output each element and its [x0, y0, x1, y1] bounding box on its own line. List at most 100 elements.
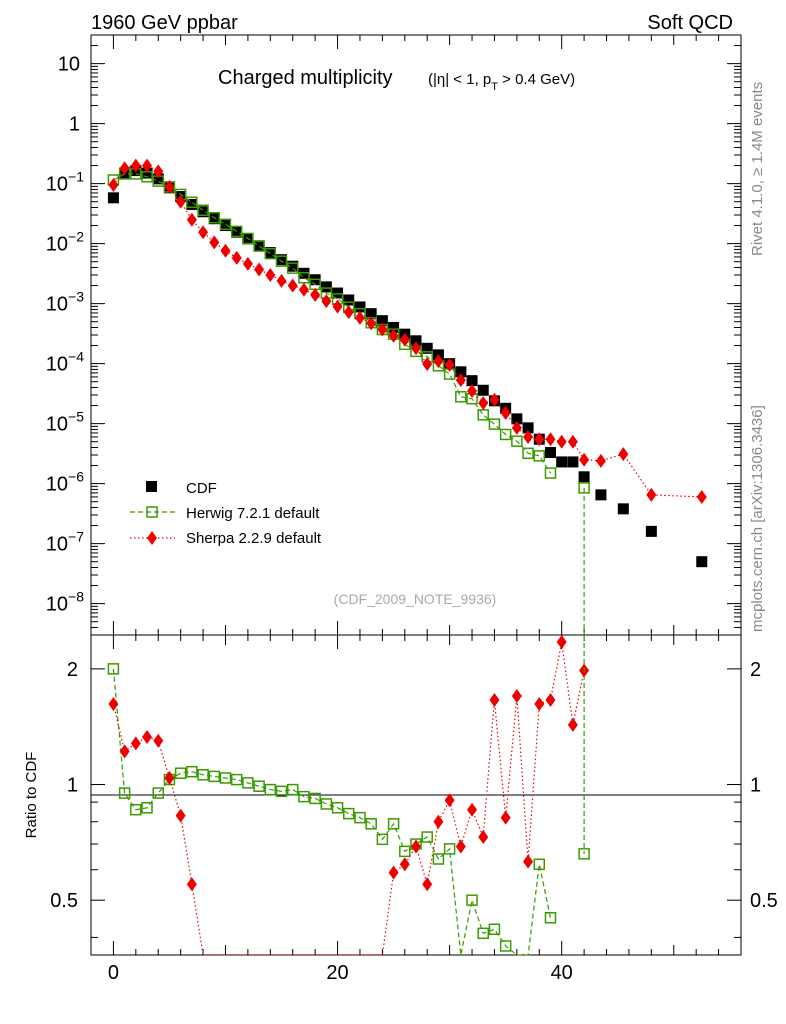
tick-base: 10	[46, 534, 68, 556]
data-point	[388, 328, 399, 343]
data-point	[617, 503, 629, 515]
legend-herwig-label: Herwig 7.2.1 default	[186, 505, 320, 522]
data-point	[186, 198, 198, 210]
ratio-point	[534, 697, 545, 712]
ratio-point	[432, 853, 445, 865]
ratio-point	[387, 818, 400, 830]
ratio-point	[331, 802, 344, 814]
x-tick-label: 40	[551, 962, 573, 984]
ratio-point	[422, 877, 433, 892]
tick-exponent: −1	[68, 169, 84, 185]
data-point	[522, 447, 534, 460]
ratio-point	[309, 792, 321, 805]
ratio-point	[433, 814, 444, 829]
ratio-point	[488, 923, 501, 936]
ratio-point	[152, 787, 164, 799]
top-y-tick-label: 10−3	[46, 289, 84, 316]
ratio-line-1	[113, 669, 584, 955]
ratio-point	[264, 783, 277, 796]
data-point	[287, 278, 298, 293]
legend-sherpa-label: Sherpa 2.2.9 default	[186, 530, 322, 547]
ratio-point	[455, 839, 466, 854]
ratio-point	[253, 780, 265, 792]
data-point	[696, 489, 707, 504]
ratio-point	[500, 810, 511, 825]
data-point	[595, 489, 607, 501]
tick-base: 10	[46, 474, 68, 496]
ratio-axis-label: Ratio to CDF	[23, 752, 40, 839]
data-point	[320, 281, 332, 293]
data-point	[141, 167, 153, 179]
ratio-y-tick-label: 2	[67, 659, 78, 681]
data-point	[107, 192, 119, 204]
data-point	[478, 396, 489, 411]
tick-exponent: −8	[68, 589, 84, 605]
data-point	[523, 429, 534, 444]
data-point	[265, 268, 276, 282]
data-point	[522, 422, 534, 434]
data-point	[275, 255, 288, 267]
data-point	[477, 384, 489, 396]
top-y-tick-label: 10−5	[46, 409, 84, 436]
tick-exponent: −5	[68, 409, 84, 425]
x-tick-label: 0	[108, 962, 119, 984]
data-point	[410, 335, 422, 347]
data-point	[467, 383, 478, 398]
ratio-point	[533, 858, 546, 871]
ratio-point	[399, 857, 410, 872]
data-point	[298, 282, 309, 297]
data-point	[544, 467, 557, 479]
data-point	[343, 294, 355, 306]
data-point	[164, 179, 175, 194]
data-point	[153, 164, 164, 179]
data-point	[511, 435, 523, 447]
title-cut-part-2: > 0.4 GeV)	[498, 71, 575, 88]
tick-base: 10	[46, 234, 68, 256]
side-text-mcplots: mcplots.cern.ch [arXiv:1306.3436]	[749, 405, 766, 632]
data-point	[119, 161, 130, 176]
ratio-point	[107, 663, 120, 675]
chart-title-cut: (|η| < 1, pT > 0.4 GeV)	[428, 71, 575, 93]
ratio-point	[242, 777, 254, 789]
data-point	[254, 262, 265, 277]
title-cut-part-1: T	[491, 81, 498, 93]
data-point	[466, 375, 478, 387]
data-point	[175, 194, 186, 209]
ratio-point	[230, 773, 243, 786]
ratio-point	[444, 793, 455, 808]
data-point	[343, 305, 354, 320]
ratio-point	[466, 894, 478, 906]
legend: CDF Herwig 7.2.1 default Sherpa 2.2.9 de…	[130, 480, 322, 547]
top-y-tick-label: 10	[58, 54, 80, 76]
data-point	[264, 247, 276, 259]
data-point	[208, 213, 220, 225]
watermark: (CDF_2009_NOTE_9936)	[334, 591, 497, 607]
data-point	[433, 354, 444, 369]
top-y-tick-label: 10−8	[46, 589, 84, 616]
data-point	[142, 158, 153, 173]
data-point	[578, 471, 590, 483]
data-point	[534, 432, 545, 447]
data-point	[488, 418, 501, 430]
ratio-point	[164, 770, 175, 785]
tick-base: 10	[46, 594, 68, 616]
data-point	[354, 310, 365, 325]
ratio-point	[286, 783, 299, 796]
data-point	[455, 373, 466, 388]
ratio-y-tick-label: 1	[67, 775, 78, 797]
data-point	[354, 301, 366, 313]
data-point	[545, 432, 556, 447]
data-point	[287, 260, 299, 272]
top-y-tick-label: 10−7	[46, 529, 84, 556]
data-point	[231, 226, 243, 238]
legend-cdf-marker	[146, 481, 157, 492]
data-point	[696, 556, 708, 568]
ratio-line-2	[112, 641, 585, 956]
data-point	[366, 316, 377, 331]
ratio-y-tick-label-right: 0.5	[750, 890, 778, 912]
data-point	[197, 206, 209, 218]
data-point	[253, 240, 265, 252]
data-point	[511, 413, 523, 425]
data-point	[499, 428, 512, 441]
ratio-point	[197, 769, 209, 781]
